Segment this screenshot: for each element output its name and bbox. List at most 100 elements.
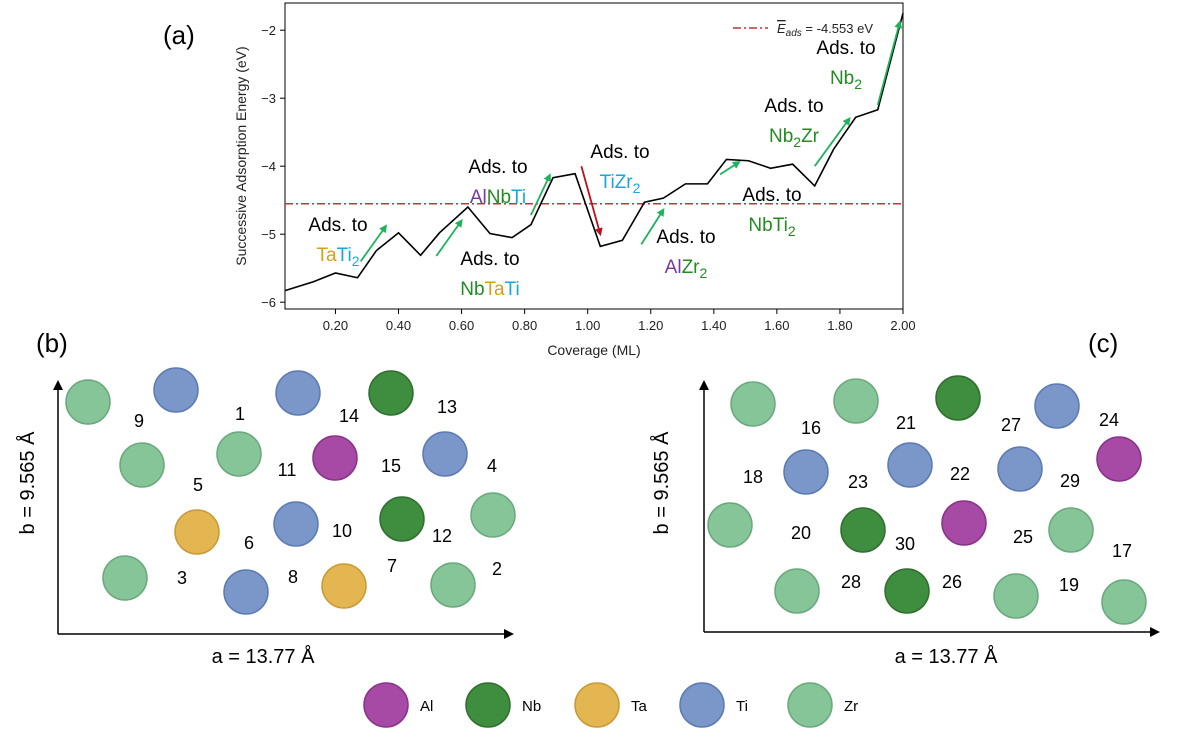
site-number: 4 xyxy=(487,456,497,476)
plot-frame xyxy=(284,2,904,310)
atom-zr xyxy=(430,562,476,608)
atom-ti xyxy=(1034,383,1080,429)
y-axis-label: Successive Adsorption Energy (eV) xyxy=(233,46,249,265)
x-axis-ticks: 0.20 0.40 0.60 0.80 1.00 1.20 1.40 1.60 1.80 2.00 xyxy=(323,309,916,333)
atom-zr xyxy=(65,379,111,425)
annotation-title: Ads. to xyxy=(460,249,519,270)
atom-nb xyxy=(884,568,930,614)
sites-b xyxy=(65,367,516,615)
site-number: 8 xyxy=(288,567,298,587)
atom-zr xyxy=(119,442,165,488)
atom-zr xyxy=(470,492,516,538)
site-number: 5 xyxy=(193,475,203,495)
adsorption-energy-chart: 0.20 0.40 0.60 0.80 1.00 1.20 1.40 1.60 1.80 2.00… xyxy=(233,2,916,358)
site-number: 21 xyxy=(896,413,916,433)
atom-nb xyxy=(840,507,886,553)
annotation-arrow xyxy=(640,208,665,245)
x-tick-label: 1.40 xyxy=(701,318,726,333)
atom-nb xyxy=(379,496,425,542)
annotation-arrows xyxy=(359,20,903,262)
x-axis-label: Coverage (ML) xyxy=(547,342,640,358)
site-number: 27 xyxy=(1001,415,1021,435)
y-axis-ticks: −6 −5 −4 −3 −2 xyxy=(261,23,285,310)
chart-legend: Eads = -4.553 eV xyxy=(733,21,873,39)
atom-zr xyxy=(993,573,1039,619)
legend-label-al: Al xyxy=(420,698,433,715)
legend-swatch-ti xyxy=(679,682,725,728)
annotation-title: Ads. to xyxy=(742,185,801,206)
site-number: 23 xyxy=(848,472,868,492)
atom-zr xyxy=(102,555,148,601)
annotation-title: Ads. to xyxy=(816,38,875,59)
site-number: 28 xyxy=(841,572,861,592)
annotation-formula: Nb2Zr xyxy=(769,126,820,150)
site-number: 22 xyxy=(950,464,970,484)
atom-ti xyxy=(783,449,829,495)
atom-ta xyxy=(174,509,220,555)
legend-label-zr: Zr xyxy=(844,698,858,715)
x-tick-label: 1.80 xyxy=(827,318,852,333)
atom-ti xyxy=(153,367,199,413)
panel-label-a: (a) xyxy=(163,20,195,50)
site-number: 10 xyxy=(332,521,352,541)
site-number: 20 xyxy=(791,523,811,543)
atom-ti xyxy=(887,442,933,488)
x-tick-label: 2.00 xyxy=(890,318,915,333)
site-number: 25 xyxy=(1013,527,1033,547)
site-number: 12 xyxy=(432,526,452,546)
annotation-formula: TiZr2 xyxy=(600,172,641,196)
annotation-arrow xyxy=(580,165,603,237)
y-tick-label: −3 xyxy=(261,91,276,106)
site-number: 7 xyxy=(387,556,397,576)
site-number: 16 xyxy=(801,418,821,438)
a-dimension-label-c: a = 13.77 Å xyxy=(895,645,999,668)
x-tick-label: 1.60 xyxy=(764,318,789,333)
site-number: 3 xyxy=(177,568,187,588)
annotation-formula: AlNbTi xyxy=(470,187,526,208)
legend-label-ta: Ta xyxy=(631,698,648,715)
site-number: 30 xyxy=(895,534,915,554)
annotation-title: Ads. to xyxy=(468,157,527,178)
site-number: 13 xyxy=(437,397,457,417)
legend-label-ti: Ti xyxy=(736,698,748,715)
site-number: 26 xyxy=(942,572,962,592)
sites-c xyxy=(707,375,1147,625)
y-tick-label: −6 xyxy=(261,295,276,310)
atom-nb xyxy=(935,375,981,421)
atom-zr xyxy=(730,381,776,427)
b-dimension-label-c: b = 9.565 Å xyxy=(650,431,673,535)
site-number: 14 xyxy=(339,406,359,426)
x-tick-label: 1.20 xyxy=(638,318,663,333)
atom-nb xyxy=(368,370,414,416)
atom-zr xyxy=(833,378,879,424)
atom-zr xyxy=(1048,507,1094,553)
annotation-arrow xyxy=(359,224,388,262)
atom-zr xyxy=(216,431,262,477)
y-tick-label: −2 xyxy=(261,23,276,38)
atom-ti xyxy=(273,501,319,547)
atom-zr xyxy=(774,568,820,614)
annotation-formula: NbTaTi xyxy=(460,279,520,300)
atom-al xyxy=(941,500,987,546)
series-line xyxy=(284,12,904,292)
annotations: Ads. to TaTi2 Ads. to NbTaTi Ads. to AlNbTi Ad… xyxy=(308,38,875,300)
annotation-arrow xyxy=(530,173,551,216)
site-numbers-b: 9 1 14 13 5 11 15 4 6 10 12 3 8 7 2 xyxy=(134,397,502,588)
x-tick-label: 0.60 xyxy=(449,318,474,333)
lattice-panel-c: a = 13.77 Å b = 9.565 Å 16 21 27 24 18 23 22 29… xyxy=(650,375,1160,668)
annotation-title: Ads. to xyxy=(308,215,367,236)
annotation-arrow xyxy=(719,161,741,176)
site-number: 2 xyxy=(492,559,502,579)
site-number: 1 xyxy=(235,404,245,424)
lattice-panel-b: a = 13.77 Å b = 9.565 Å 9 1 14 13 5 11 15 4 6 10 1… xyxy=(16,367,516,668)
site-number: 15 xyxy=(381,456,401,476)
site-number: 6 xyxy=(244,533,254,553)
x-tick-label: 1.00 xyxy=(575,318,600,333)
legend-swatch-zr xyxy=(787,682,833,728)
site-number: 18 xyxy=(743,467,763,487)
atom-ti xyxy=(422,431,468,477)
y-tick-label: −5 xyxy=(261,227,276,242)
site-number: 9 xyxy=(134,411,144,431)
atom-al xyxy=(1096,436,1142,482)
